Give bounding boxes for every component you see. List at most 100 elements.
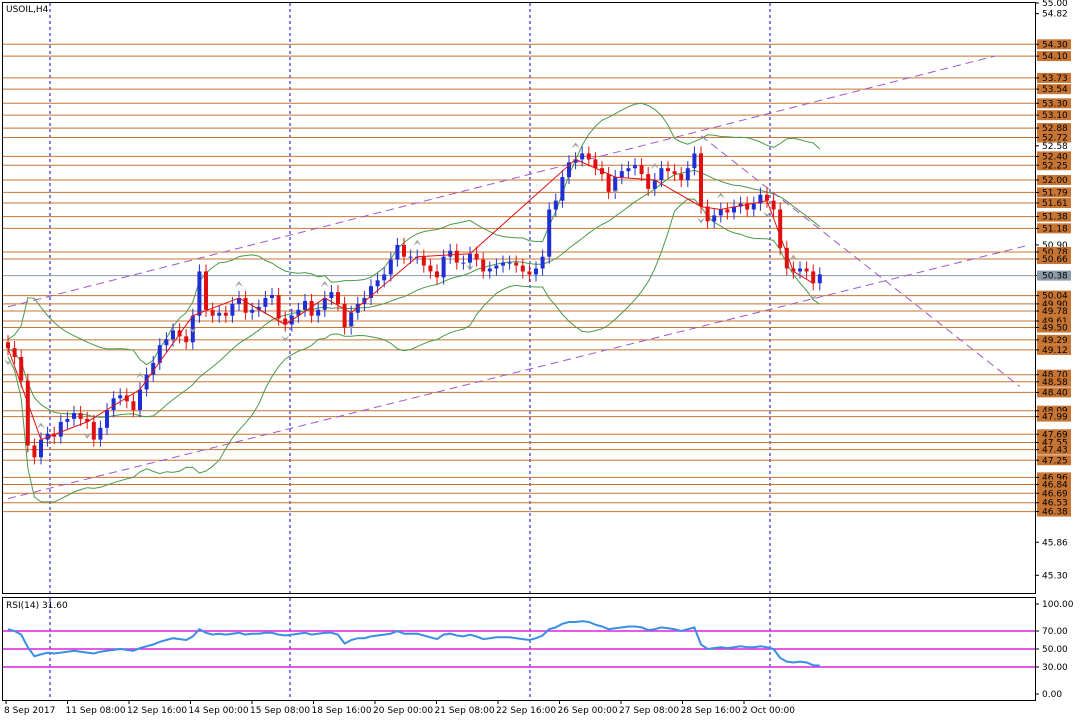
price-label-bg-17 — [1037, 223, 1071, 234]
price-label-bg-12 — [1037, 160, 1071, 171]
fractal-marker-9 — [413, 239, 422, 246]
price-label-26: 49.50 — [1042, 324, 1068, 334]
price-label-bg-23 — [1037, 298, 1071, 309]
price-label-37: 47.25 — [1042, 456, 1068, 466]
price-label-34: 47.69 — [1042, 430, 1068, 440]
channel-down — [700, 135, 1021, 387]
price-label-5: 53.54 — [1042, 85, 1068, 95]
bollinger-bands — [7, 102, 821, 503]
candle-body-9 — [65, 418, 70, 422]
candle-body-57 — [382, 274, 387, 281]
candle-body-47 — [316, 309, 321, 316]
price-label-bg-22 — [1037, 290, 1071, 301]
price-label-28: 49.12 — [1042, 346, 1068, 356]
price-label-16: 51.38 — [1042, 213, 1068, 223]
candle-body-122 — [811, 271, 816, 284]
price-label-bg-8 — [1037, 123, 1071, 134]
candle-body-41 — [276, 295, 281, 319]
price-label-bg-7 — [1037, 110, 1071, 121]
price-label-bg-31 — [1037, 387, 1071, 398]
candle-body-103 — [685, 168, 690, 180]
candle-body-91 — [606, 174, 611, 192]
candle-body-48 — [322, 298, 327, 310]
price-label-bg-20 — [1037, 254, 1071, 265]
candle-body-55 — [369, 286, 373, 298]
price-label-bg-5 — [1037, 84, 1071, 95]
candle-body-78 — [520, 265, 525, 272]
fractal-marker-3 — [136, 372, 144, 379]
fractal-marker-1 — [37, 422, 45, 429]
channel-upper — [7, 55, 995, 308]
candle-body-50 — [336, 292, 340, 304]
candle-body-114 — [758, 194, 763, 204]
price-label-bg-26 — [1037, 322, 1071, 333]
candle-body-109 — [725, 209, 730, 213]
price-label-31: 48.40 — [1042, 388, 1068, 398]
candle-body-105 — [699, 153, 703, 207]
band-middle — [7, 169, 821, 418]
candle-body-58 — [388, 259, 393, 275]
price-label-bg-11 — [1037, 151, 1071, 162]
candle-body-112 — [745, 203, 750, 210]
candle-body-65 — [435, 271, 439, 278]
candle-body-74 — [494, 265, 499, 269]
band-upper — [7, 102, 821, 366]
candle-body-21 — [144, 374, 149, 390]
price-label-bg-2 — [1037, 39, 1071, 50]
price-label-bg-41 — [1037, 497, 1071, 508]
candle-body-37 — [250, 309, 255, 313]
price-label-22: 50.04 — [1042, 292, 1068, 302]
candle-body-88 — [586, 153, 591, 160]
candle-body-52 — [349, 312, 354, 328]
candle-body-30 — [204, 271, 208, 310]
trend-channel — [7, 55, 1030, 500]
candle-body-45 — [303, 300, 307, 310]
price-label-44: 45.30 — [1042, 571, 1068, 581]
candle-body-107 — [712, 215, 717, 222]
fractal-marker-11 — [571, 142, 580, 149]
rsi-panel — [3, 620, 1035, 668]
candle-body-38 — [256, 306, 261, 310]
time-label-3: 14 Sep 00:00 — [189, 706, 249, 716]
candle-body-1 — [12, 348, 17, 357]
price-label-36: 47.43 — [1042, 446, 1068, 456]
candle-body-101 — [672, 171, 677, 175]
candle-body-67 — [448, 250, 453, 257]
candle-body-71 — [474, 253, 479, 260]
candle-body-120 — [798, 268, 802, 272]
candle-body-49 — [329, 292, 334, 298]
candle-body-36 — [243, 298, 248, 313]
time-label-2: 12 Sep 16:00 — [127, 706, 187, 716]
candle-body-69 — [461, 262, 466, 264]
candle-body-31 — [210, 309, 215, 316]
time-label-7: 21 Sep 08:00 — [435, 706, 495, 716]
main-frame — [2, 2, 1036, 594]
fractal-marker-0 — [4, 359, 12, 366]
price-label-bg-34 — [1037, 429, 1071, 440]
candle-body-14 — [98, 427, 103, 440]
price-label-19: 50.78 — [1042, 248, 1068, 258]
candle-body-23 — [157, 345, 162, 363]
candle-body-84 — [560, 177, 565, 201]
price-label-13: 52.00 — [1042, 176, 1068, 186]
candle-body-96 — [639, 165, 644, 175]
candle-body-118 — [784, 247, 789, 269]
price-label-6: 53.30 — [1042, 99, 1068, 109]
price-label-bg-35 — [1037, 437, 1071, 448]
candle-body-17 — [118, 395, 123, 399]
band-lower — [7, 198, 821, 503]
candle-body-102 — [679, 174, 684, 180]
fractal-marker-14 — [697, 217, 705, 224]
candle-body-8 — [58, 421, 63, 437]
time-label-4: 15 Sep 08:00 — [250, 706, 310, 716]
time-label-9: 26 Sep 00:00 — [558, 706, 618, 716]
candle-body-75 — [501, 262, 505, 266]
candle-body-27 — [184, 336, 189, 343]
candle-body-56 — [375, 280, 380, 287]
fractal-markers — [4, 142, 818, 439]
candle-body-116 — [771, 200, 776, 210]
zigzag-path — [7, 158, 814, 441]
price-label-25: 49.61 — [1042, 317, 1068, 327]
candle-body-106 — [705, 206, 710, 222]
price-label-bg-29 — [1037, 369, 1071, 380]
